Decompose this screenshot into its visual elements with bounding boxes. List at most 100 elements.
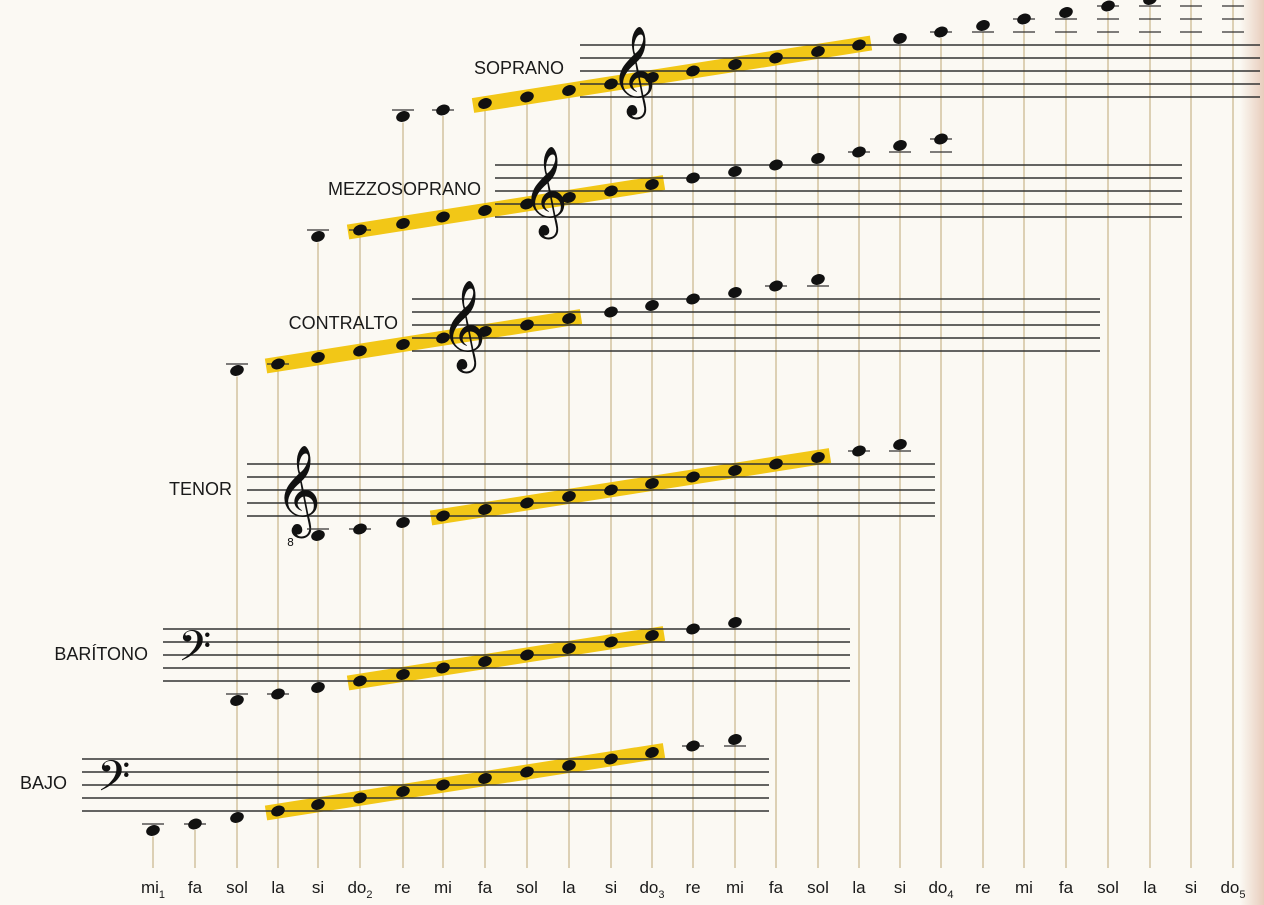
note-name-text: la — [562, 878, 576, 897]
note-head — [436, 662, 450, 674]
note-head — [686, 471, 700, 483]
note-guide-lines — [152, 0, 1234, 868]
note-head — [188, 818, 202, 830]
note-head — [436, 211, 450, 223]
note-head — [811, 46, 825, 57]
note-name-label: re — [395, 878, 410, 897]
staff-bajo: BAJO 𝄢 — [20, 734, 769, 836]
note-head — [436, 332, 450, 344]
note-name-text: fa — [478, 878, 493, 897]
note-name-label: do2 — [347, 878, 372, 901]
note-head — [976, 20, 990, 31]
voice-label: SOPRANO — [474, 58, 564, 78]
note-name-text: sol — [226, 878, 248, 897]
note-head — [478, 504, 492, 515]
note-head — [436, 104, 450, 116]
note-name-text: mi — [434, 878, 452, 897]
note-head — [520, 319, 534, 331]
note-head — [1143, 0, 1157, 5]
note-name-label: do5 — [1220, 878, 1245, 901]
range-highlight — [264, 743, 666, 821]
note-head — [396, 517, 410, 528]
voice-label: BARÍTONO — [54, 644, 148, 664]
note-name-text: do — [347, 878, 366, 897]
note-head — [811, 274, 825, 285]
note-head — [520, 766, 534, 778]
bass-clef-icon: 𝄢 — [97, 752, 130, 812]
octave-8-icon: 8 — [287, 536, 294, 549]
note-head — [562, 643, 576, 654]
note-head — [478, 773, 492, 784]
note-head — [604, 484, 618, 496]
note-name-text: sol — [1097, 878, 1119, 897]
note-head — [852, 146, 866, 158]
note-head — [604, 753, 618, 765]
note-head — [562, 760, 576, 771]
note-head — [645, 300, 659, 311]
note-name-text: mi — [726, 878, 744, 897]
note-head — [353, 523, 367, 535]
note-head — [604, 636, 618, 648]
voice-label: CONTRALTO — [289, 313, 398, 333]
range-highlight — [471, 35, 873, 113]
note-head — [271, 688, 285, 700]
note-head — [353, 792, 367, 804]
note-name-text: sol — [807, 878, 829, 897]
note-head — [686, 740, 700, 752]
note-name-text: sol — [516, 878, 538, 897]
note-name-text: fa — [1059, 878, 1074, 897]
note-head — [645, 747, 659, 758]
note-head — [562, 85, 576, 96]
voice-label: TENOR — [169, 479, 232, 499]
note-name-label: si — [605, 878, 617, 897]
treble-clef-icon: 𝄞 — [275, 445, 321, 539]
note-name-text: do — [639, 878, 658, 897]
note-head — [478, 656, 492, 667]
note-head — [230, 365, 244, 376]
note-head — [934, 133, 948, 145]
note-head — [686, 65, 700, 77]
note-head — [852, 445, 866, 457]
note-name-text: re — [975, 878, 990, 897]
note-head — [311, 530, 325, 541]
note-head — [728, 166, 742, 177]
note-head — [645, 179, 659, 190]
note-head — [146, 825, 160, 836]
note-head — [728, 287, 742, 298]
note-octave-subscript: 1 — [159, 889, 165, 901]
staff-bartono: BARÍTONO 𝄢 — [54, 617, 850, 706]
staves: SOPRANO 𝄞MEZZOSOPRANO 𝄞CONTRALTO 𝄞TENOR 𝄞8BA… — [20, 0, 1260, 836]
note-head — [728, 465, 742, 476]
note-name-label: fa — [478, 878, 493, 897]
note-name-text: re — [685, 878, 700, 897]
note-head — [811, 153, 825, 164]
note-name-label: la — [1143, 878, 1157, 897]
note-name-label: la — [852, 878, 866, 897]
note-head — [1017, 13, 1031, 25]
page-edge-shadow — [1240, 0, 1264, 905]
note-name-axis: mi1 fa sol la si do2 re mi fa sol la si do3 re mi fa sol… — [141, 878, 1246, 901]
note-head — [396, 786, 410, 797]
note-head — [604, 78, 618, 90]
note-name-label: sol — [516, 878, 538, 897]
note-head — [520, 649, 534, 661]
note-name-text: la — [1143, 878, 1157, 897]
note-name-text: fa — [769, 878, 784, 897]
note-name-label: mi — [434, 878, 452, 897]
note-head — [396, 218, 410, 229]
voice-label: MEZZOSOPRANO — [328, 179, 481, 199]
note-head — [311, 231, 325, 242]
note-name-text: si — [894, 878, 906, 897]
note-name-label: sol — [226, 878, 248, 897]
note-octave-subscript: 2 — [366, 889, 372, 901]
note-name-label: sol — [1097, 878, 1119, 897]
note-head — [478, 205, 492, 216]
note-name-text: si — [605, 878, 617, 897]
treble-clef-icon: 𝄞 — [522, 146, 568, 240]
note-name-label: do3 — [639, 878, 664, 901]
note-head — [728, 734, 742, 745]
note-head — [436, 510, 450, 522]
note-head — [396, 339, 410, 350]
note-head — [811, 452, 825, 463]
